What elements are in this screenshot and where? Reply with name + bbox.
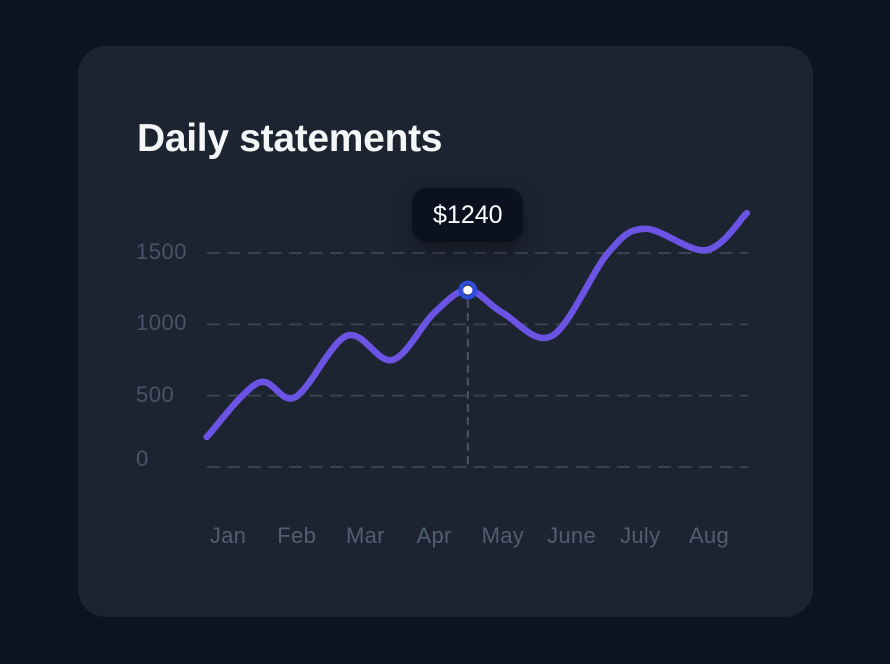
x-tick-label: Mar xyxy=(346,523,385,548)
x-tick-label: Feb xyxy=(277,523,317,548)
gridlines xyxy=(207,251,748,468)
x-tick-label: July xyxy=(620,523,661,548)
value-tooltip: $1240 xyxy=(412,188,524,243)
card-title: Daily statements xyxy=(137,117,443,160)
x-tick-label: Apr xyxy=(416,523,452,548)
y-tick-label: 0 xyxy=(136,446,149,471)
x-tick-label: May xyxy=(481,523,525,548)
x-tick-label: Aug xyxy=(688,523,729,548)
y-tick-label: 1500 xyxy=(136,238,187,264)
x-tick-label: Jan xyxy=(209,523,247,548)
highlight-marker[interactable] xyxy=(458,280,478,300)
statements-card: Daily statements xyxy=(78,46,813,617)
x-tick-label: June xyxy=(547,523,596,548)
y-tick-label: 1000 xyxy=(136,310,187,336)
tooltip-value: $1240 xyxy=(433,201,503,230)
y-tick-label: 500 xyxy=(136,381,175,407)
